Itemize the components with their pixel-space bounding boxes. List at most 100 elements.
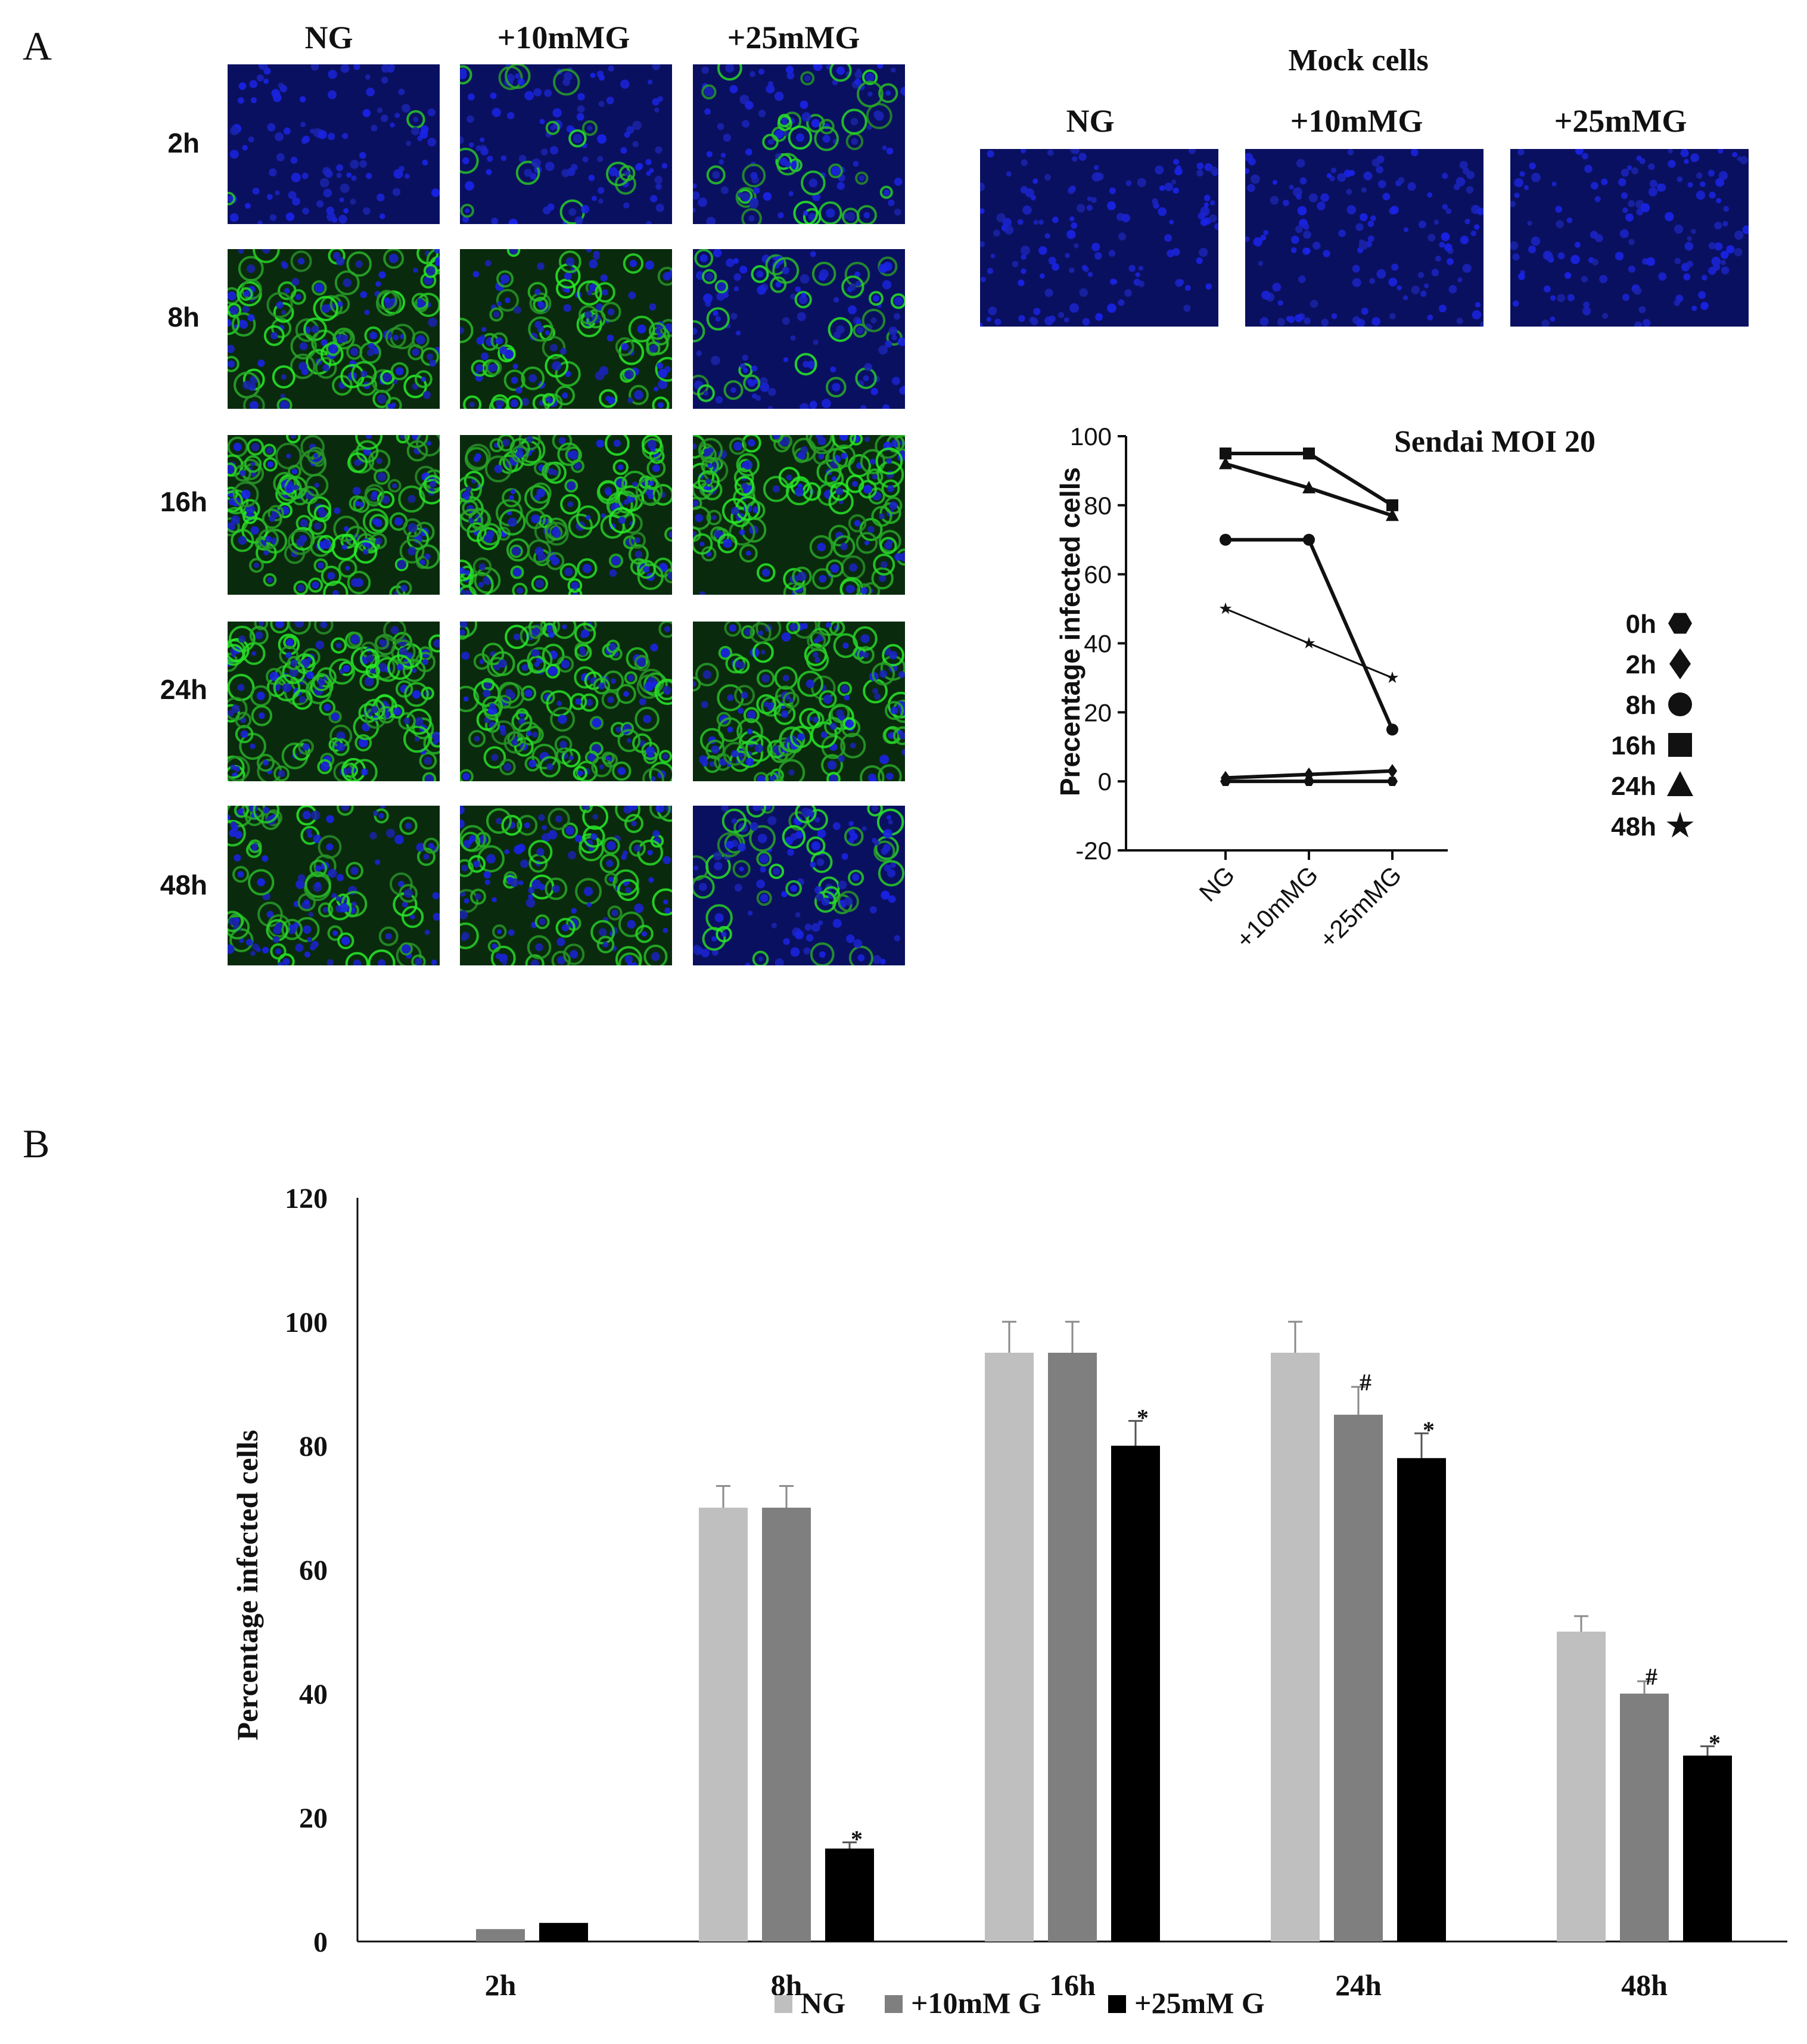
point-2h	[1387, 764, 1398, 778]
bar-chart-y-tick-label: 20	[299, 1803, 328, 1834]
bar-chart: Percentage infected cells 0 20 40 60 80 100 12…	[231, 1183, 1787, 2020]
column-header-ng: NG	[304, 20, 353, 55]
bar-chart-y-tick-label: 40	[299, 1679, 328, 1710]
bar-chart-bars: * * # * # *	[476, 1321, 1732, 1942]
line-chart-x-tick-label: NG	[1194, 861, 1240, 907]
significance-mark-24h-+25mM G: *	[1423, 1416, 1435, 1443]
row-header-48h: 48h	[160, 869, 207, 900]
bar-24h-+25mM G	[1397, 1458, 1446, 1942]
point-24h	[1302, 480, 1315, 493]
line-series-2h	[1220, 764, 1398, 785]
bar-chart-ylabel: Percentage infected cells	[231, 1430, 264, 1740]
point-8h	[1220, 533, 1231, 546]
line-chart-y-tick-label: 100	[1070, 423, 1112, 451]
micrograph-16h-10mmg	[460, 435, 672, 595]
micrograph-2h-25mmg	[693, 64, 905, 224]
legend-label-16h: 16h	[1611, 731, 1656, 760]
panel-a-label: A	[23, 23, 52, 69]
line-chart-x-tick-label: +25mMG	[1314, 861, 1407, 953]
micrograph-2h-ng	[228, 64, 440, 224]
line-chart-y-tick-label: 20	[1084, 698, 1112, 726]
line-chart-y-tick-label: 0	[1098, 768, 1112, 796]
column-header-25mmg: +25mMG	[727, 20, 860, 55]
line-chart-x-tick-label: +10mMG	[1230, 861, 1323, 953]
micrograph-2h-10mmg	[460, 64, 672, 224]
bar-chart-x-tick-label-48h: 48h	[1621, 1968, 1668, 2002]
column-header-10mmg: +10mMG	[497, 20, 630, 55]
micrograph-16h-25mmg	[693, 435, 905, 595]
mock-micrograph-25mmg	[1510, 149, 1749, 327]
significance-mark-16h-+25mM G: *	[1137, 1404, 1149, 1431]
row-header-16h: 16h	[160, 486, 207, 517]
line-16h	[1226, 451, 1394, 507]
mock-cells-title: Mock cells	[1288, 44, 1429, 77]
point-48h	[1302, 636, 1315, 649]
row-header-2h: 2h	[167, 128, 200, 159]
bar-chart-y-tick-label: 80	[299, 1431, 328, 1462]
significance-mark-8h-+25mM G: *	[851, 1826, 863, 1853]
mock-header-10mmg: +10mMG	[1290, 103, 1423, 139]
point-8h	[1303, 533, 1315, 546]
line-chart-ylabel: Precentage infected cells	[1055, 467, 1086, 796]
bar-chart-legend: NG +10mM G +25mM G	[775, 1986, 1265, 2020]
row-header-24h: 24h	[160, 674, 207, 705]
legend-marker-16h	[1668, 733, 1692, 757]
point-24h	[1219, 456, 1232, 470]
line-chart-title: Sendai MOI 20	[1394, 425, 1595, 459]
micrograph-24h-25mmg	[693, 622, 905, 781]
legend-label-+25mM G: +25mM G	[1134, 1986, 1265, 2020]
bar-8h-NG	[699, 1508, 748, 1942]
point-48h	[1386, 671, 1399, 684]
line-series-24h	[1219, 456, 1399, 521]
significance-mark-48h-+10mM G: #	[1646, 1663, 1657, 1690]
legend-label-24h: 24h	[1611, 772, 1656, 801]
point-24h	[1386, 508, 1399, 521]
micrograph-8h-ng	[228, 249, 440, 409]
point-16h	[1220, 447, 1231, 459]
line-series-8h	[1220, 533, 1398, 736]
line-chart-y-tick-label: 60	[1084, 561, 1112, 589]
bar-2h-+10mM G	[476, 1929, 525, 1942]
micrograph-24h-ng	[228, 622, 440, 781]
bar-chart-y-tick-label: 0	[313, 1927, 328, 1958]
panel-b-label: B	[23, 1121, 50, 1166]
point-0h	[1387, 776, 1398, 786]
bar-chart-x-tick-label-2h: 2h	[485, 1968, 517, 2002]
micrograph-24h-10mmg	[460, 622, 672, 781]
bar-8h-+10mM G	[762, 1508, 811, 1942]
micrograph-8h-25mmg	[693, 249, 905, 409]
legend-marker-48h	[1666, 812, 1694, 838]
bar-16h-+25mM G	[1111, 1446, 1160, 1942]
legend-label-+10mM G: +10mM G	[911, 1986, 1041, 2020]
legend-marker-8h	[1668, 692, 1692, 716]
bar-16h-+10mM G	[1048, 1353, 1097, 1942]
significance-mark-48h-+25mM G: *	[1709, 1729, 1721, 1756]
micrograph-48h-25mmg	[693, 806, 905, 965]
micrograph-8h-10mmg	[460, 249, 672, 409]
legend-marker-0h	[1668, 613, 1692, 634]
bar-24h-+10mM G	[1334, 1415, 1383, 1942]
line-chart-y-tick-label: -20	[1075, 837, 1112, 865]
bar-chart-y-tick-label: 100	[285, 1307, 328, 1338]
legend-label-8h: 8h	[1626, 691, 1656, 720]
mock-header-ng: NG	[1066, 103, 1115, 139]
point-48h	[1219, 602, 1232, 614]
point-8h	[1386, 723, 1398, 736]
bar-48h-+10mM G	[1620, 1694, 1669, 1942]
legend-swatch-+25mM G	[1108, 1995, 1126, 2013]
bar-8h-+25mM G	[825, 1849, 874, 1942]
line-chart-legend: 0h 2h 8h 16h 24h 48h	[1611, 610, 1694, 841]
legend-marker-2h	[1669, 648, 1691, 679]
point-2h	[1220, 771, 1231, 785]
legend-swatch-NG	[775, 1995, 792, 2013]
point-16h	[1386, 499, 1398, 511]
line-series-48h	[1219, 602, 1399, 684]
micrograph-16h-ng	[228, 435, 440, 595]
mock-micrograph-ng	[980, 149, 1218, 327]
bar-48h-NG	[1557, 1632, 1606, 1942]
legend-label-NG: NG	[801, 1986, 845, 2020]
micrograph-48h-ng	[228, 806, 440, 965]
line-8h	[1226, 538, 1394, 731]
row-header-8h: 8h	[167, 302, 200, 333]
